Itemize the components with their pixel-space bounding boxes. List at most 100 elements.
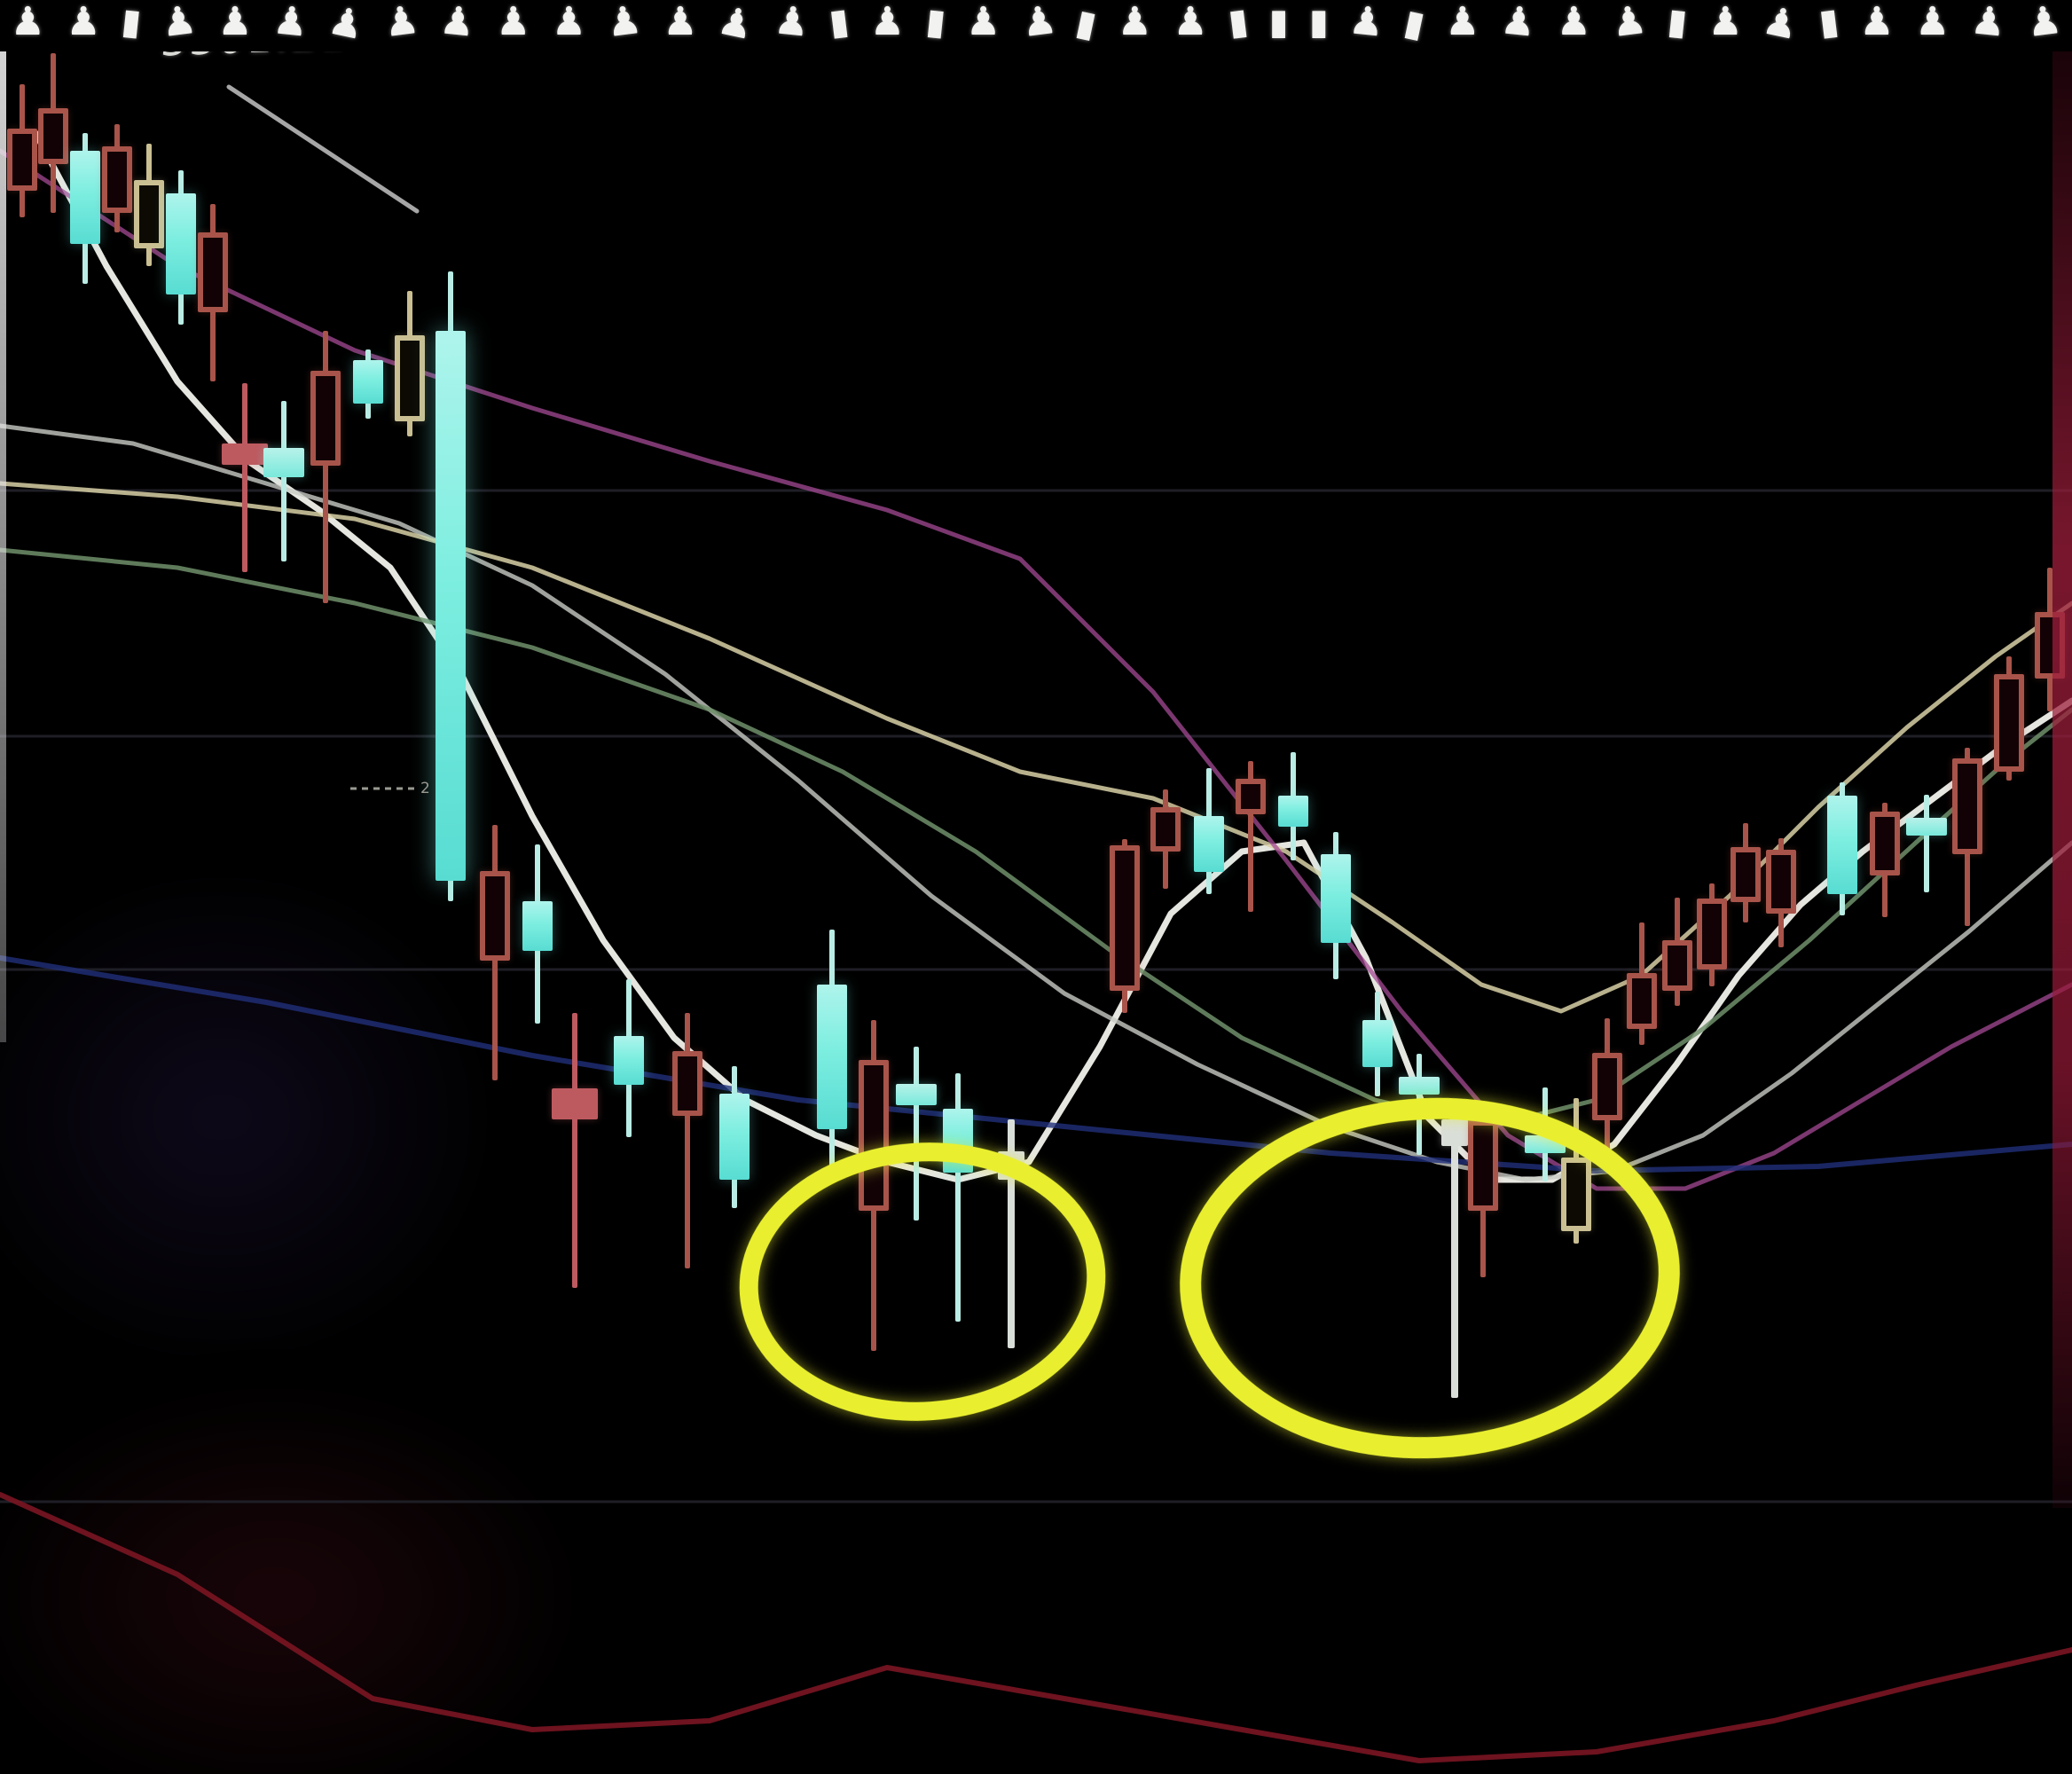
candle-body-red (1592, 1053, 1622, 1120)
binding-clip-icon: ♟ (965, 0, 1001, 44)
candle-body-red (310, 371, 341, 466)
binding-square-icon: ▮ (1665, 0, 1690, 44)
binding-clip-icon: ♟ (1968, 0, 2008, 46)
candle-body-red (38, 108, 68, 164)
binding-clip-icon: ♟ (66, 0, 101, 44)
binding-clip-icon: ♟ (1018, 0, 1059, 47)
binding-clip-icon: ♟ (604, 0, 645, 47)
candle-body-cyan (353, 360, 383, 404)
binding-square-icon: ▮ (1400, 2, 1428, 46)
binding-clip-icon: ♟ (1498, 0, 1538, 46)
binding-clip-icon: ♟ (1445, 0, 1480, 44)
candle-body-cyan (943, 1109, 973, 1173)
tick-label: 2 (420, 780, 430, 797)
candle-body-red (1994, 674, 2024, 772)
binding-clip-icon: ♟ (551, 0, 587, 44)
candle-wick (1451, 1107, 1458, 1398)
candle-body-red (1952, 758, 1982, 854)
binding-clip-icon: ♟ (10, 0, 46, 44)
candle-body-doji-cyan (1399, 1077, 1440, 1095)
candle-body-doji-red (552, 1088, 598, 1119)
candle-wick (1924, 795, 1929, 892)
left-edge-glare (0, 49, 6, 1042)
candle-body-red (1697, 899, 1727, 969)
candle-body-cyan (522, 901, 553, 951)
binding-square-icon: ▮ (923, 0, 947, 44)
binding-clip-icon: ♟ (1346, 0, 1387, 46)
candle-body-cyan (614, 1036, 644, 1085)
binding-clip-icon: ♟ (324, 0, 368, 50)
binding-clip-icon: ♟ (1915, 0, 1950, 44)
binding-square-icon: ▮ (1072, 2, 1101, 46)
candle-body-cyan (1194, 816, 1224, 872)
candle-body-cyan (436, 331, 466, 881)
binding-clip-icon: ♟ (437, 0, 478, 46)
candle-body-cyan (166, 193, 196, 294)
binding-clip-icon: ♟ (217, 0, 253, 44)
candle-body-tan (1561, 1158, 1591, 1231)
candle-body-cyan (1362, 1020, 1393, 1067)
candle-body-red (1627, 973, 1657, 1029)
candle-body-red (1870, 812, 1900, 875)
binding-clip-icon: ♟ (1173, 0, 1208, 44)
binding-clip-icon: ♟ (663, 0, 698, 44)
candle-body-doji-cyan (1525, 1135, 1566, 1153)
binding-clip-icon: ♟ (1609, 0, 1650, 47)
candle-body-cyan (719, 1094, 750, 1180)
candle-wick (242, 383, 247, 572)
candle-wick (572, 1013, 577, 1288)
binding-square-icon: ▮ (119, 0, 144, 44)
binding-clip-icon: ♟ (1117, 0, 1153, 44)
candle-body-cyan (1278, 796, 1308, 827)
binding-clip-icon: ♟ (1707, 0, 1743, 44)
binding-clip-icon: ♟ (772, 0, 812, 46)
binding-clip-icon: ♟ (495, 0, 531, 44)
candle-body-doji-cyan (263, 448, 304, 477)
candle-body-doji-red (222, 444, 268, 465)
candle-body-hammer-gray (998, 1151, 1024, 1180)
candle-wick (1542, 1087, 1548, 1181)
candle-body-tan (395, 335, 425, 421)
binding-clip-icon: ♟ (1759, 0, 1803, 50)
binding-clip-icon: ♟ (869, 0, 906, 44)
candle-body-cyan (1321, 854, 1351, 943)
candle-body-red (1731, 847, 1761, 902)
binding-clip-icon: ♟ (1859, 0, 1895, 44)
binding-square-icon: ▮ (1308, 2, 1329, 43)
candle-body-red (1110, 845, 1140, 991)
binding-clip-icon: ♟ (271, 0, 311, 46)
candle-body-red (1150, 807, 1181, 852)
binding-square-icon: ▮ (827, 0, 852, 44)
candle-body-tan (134, 180, 164, 248)
binding-clip-icon: ♟ (159, 0, 200, 47)
binding-square-icon: ▮ (1817, 0, 1841, 44)
right-edge-glare (2052, 35, 2072, 1508)
candle-body-red (102, 146, 132, 213)
binding-square-icon: ▮ (1226, 0, 1251, 44)
binding-square-icon: ▮ (1268, 2, 1289, 43)
candle-body-doji-cyan (896, 1084, 937, 1105)
spiral-binding-strip: ♟ ♟ ▮ ♟ ♟ ♟ ♟ ♟ ♟ ♟ ♟ ♟ ♟ ♟ ♟ ▮ ♟ ▮ ♟ ♟ ▮ ♟ ♟ ▮ ▮ ▮ ♟ ▮ ♟ ♟ ♟ ♟ ▮ ♟ ♟ ▮ ♟ ♟ ♟ ♟ (0, 0, 2072, 51)
candle-body-red (859, 1060, 889, 1211)
binding-clip-icon: ♟ (1556, 0, 1592, 44)
candle-body-red (1468, 1120, 1498, 1211)
candle-body-cyan (1827, 796, 1857, 894)
candle-body-red (672, 1051, 702, 1116)
candle-body-hammer-gray (1441, 1119, 1468, 1146)
candle-body-doji-cyan (1906, 818, 1947, 836)
candle-wick (281, 401, 286, 561)
candle-wick (914, 1047, 919, 1221)
binding-clip-icon: ♟ (713, 0, 757, 50)
binding-clip-icon: ♟ (381, 0, 422, 47)
candle-wick (1417, 1054, 1422, 1155)
candle-body-red (480, 871, 510, 961)
binding-clip-icon: ♟ (2023, 0, 2064, 47)
candle-body-red (7, 129, 37, 191)
candle-body-red (198, 232, 228, 312)
candle-body-cyan (817, 985, 847, 1129)
candle-body-red (1766, 850, 1796, 914)
candle-body-cyan (70, 151, 100, 244)
candle-body-red (1236, 779, 1266, 814)
